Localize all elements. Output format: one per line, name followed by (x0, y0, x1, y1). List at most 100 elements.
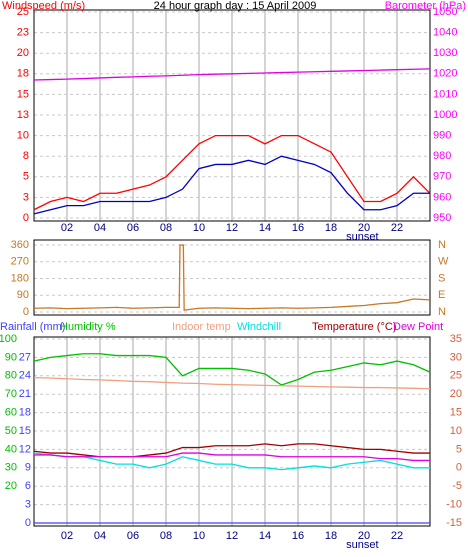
x-tick-label: 08 (160, 222, 172, 234)
plot-frame (33, 239, 431, 316)
y-tick-label: 25 (17, 6, 29, 18)
annotation: sunset (346, 231, 378, 243)
y2-tick-label: -10 (446, 499, 462, 511)
y2-tick-label: -15 (446, 517, 462, 529)
y2-tick-label: 980 (433, 150, 451, 162)
y3-tick-label: 60 (5, 407, 17, 419)
y2-tick-label: 30 (450, 351, 462, 363)
y-tick-label: 12 (19, 443, 31, 455)
series-line (33, 244, 431, 311)
y-tick-label: 23 (17, 27, 29, 39)
y-tick-label: 270 (11, 256, 29, 268)
y2-tick-label: 25 (450, 370, 462, 382)
y-tick-label: 21 (19, 388, 31, 400)
y-tick-label: 3 (25, 499, 31, 511)
y-tick-label: 20 (17, 47, 29, 59)
y-tick-label: 24 (19, 370, 31, 382)
y-tick-label: 9 (25, 462, 31, 474)
y3-tick-label: 70 (5, 388, 17, 400)
y3-tick-label: 80 (5, 370, 17, 382)
series-line (33, 134, 431, 211)
x-tick-label: 06 (127, 530, 139, 542)
y-tick-label: 8 (23, 150, 29, 162)
legend-label: Indoor temp (172, 321, 231, 333)
y2-tick-label: 15 (450, 407, 462, 419)
x-tick-label: 18 (325, 222, 337, 234)
y2-tick-label: -5 (452, 480, 462, 492)
chart-title: 24 hour graph day : 15 April 2009 (154, 0, 317, 12)
legend-label: Rainfall (mm) (0, 321, 65, 333)
y-tick-label: 27 (19, 351, 31, 363)
y2-tick-label: S (438, 272, 445, 284)
y2-tick-label: 950 (433, 212, 451, 224)
series-line (33, 376, 431, 390)
series-line (33, 452, 430, 471)
x-tick-label: 20 (358, 530, 370, 542)
x-tick-label: 12 (226, 530, 238, 542)
x-tick-label: 14 (259, 530, 271, 542)
y-tick-label: 0 (25, 517, 31, 529)
y3-tick-label: 20 (5, 480, 17, 492)
y-tick-label: 0 (23, 212, 29, 224)
y-tick-label: 360 (11, 239, 29, 251)
x-tick-label: 22 (391, 222, 403, 234)
plot-frame (33, 9, 431, 222)
x-tick-label: 22 (391, 530, 403, 542)
y2-axis-label: Barometer (hPa) (385, 0, 466, 12)
y2-tick-label: 0 (456, 462, 462, 474)
y2-tick-label: 1010 (433, 88, 457, 100)
x-tick-label: 18 (325, 530, 337, 542)
y2-tick-label: 35 (450, 333, 462, 345)
x-tick-label: 02 (61, 222, 73, 234)
legend-label: Windchill (237, 321, 281, 333)
x-tick-label: 16 (292, 530, 304, 542)
y2-tick-label: W (438, 256, 449, 268)
x-tick-label: 12 (226, 222, 238, 234)
y-axis-label: Windspeed (m/s) (2, 0, 85, 12)
y2-tick-label: 960 (433, 191, 451, 203)
x-tick-label: 10 (193, 530, 205, 542)
x-tick-label: 06 (127, 222, 139, 234)
y3-tick-label: 100 (0, 333, 17, 345)
x-tick-label: 14 (259, 222, 271, 234)
y2-tick-label: 970 (433, 171, 451, 183)
y-tick-label: 13 (17, 109, 29, 121)
y2-tick-label: E (438, 289, 445, 301)
y-tick-label: 180 (11, 272, 29, 284)
x-tick-label: 04 (94, 530, 106, 542)
y-tick-label: 90 (17, 289, 29, 301)
x-tick-label: 08 (160, 530, 172, 542)
x-tick-label: 02 (61, 530, 73, 542)
y-tick-label: 5 (23, 171, 29, 183)
y2-tick-label: 990 (433, 130, 451, 142)
y-tick-label: 3 (23, 191, 29, 203)
y2-tick-label: 1050 (433, 6, 457, 18)
legend-label: Humidity % (60, 321, 116, 333)
y2-tick-label: 1000 (433, 109, 457, 121)
y3-tick-label: 40 (5, 443, 17, 455)
y-tick-label: 15 (19, 425, 31, 437)
y-tick-label: 10 (17, 130, 29, 142)
series-line (33, 353, 431, 386)
y-tick-label: 15 (17, 88, 29, 100)
y-tick-label: 0 (23, 306, 29, 318)
legend-label: Temperature (°C) (312, 321, 396, 333)
y-tick-label: 18 (19, 407, 31, 419)
x-tick-label: 04 (94, 222, 106, 234)
y2-tick-label: 1020 (433, 68, 457, 80)
x-tick-label: 10 (193, 222, 205, 234)
y2-tick-label: N (438, 306, 446, 318)
x-tick-label: 16 (292, 222, 304, 234)
plot-frame (33, 336, 431, 527)
y2-tick-label: 10 (450, 425, 462, 437)
series-line (33, 68, 431, 81)
y2-tick-label: 1040 (433, 27, 457, 39)
y2-tick-label: 1030 (433, 47, 457, 59)
y2-tick-label: N (438, 239, 446, 251)
y-tick-label: 6 (25, 480, 31, 492)
annotation: sunset (346, 539, 378, 551)
y3-tick-label: 50 (5, 425, 17, 437)
y-tick-label: 18 (17, 68, 29, 80)
y2-tick-label: 20 (450, 388, 462, 400)
